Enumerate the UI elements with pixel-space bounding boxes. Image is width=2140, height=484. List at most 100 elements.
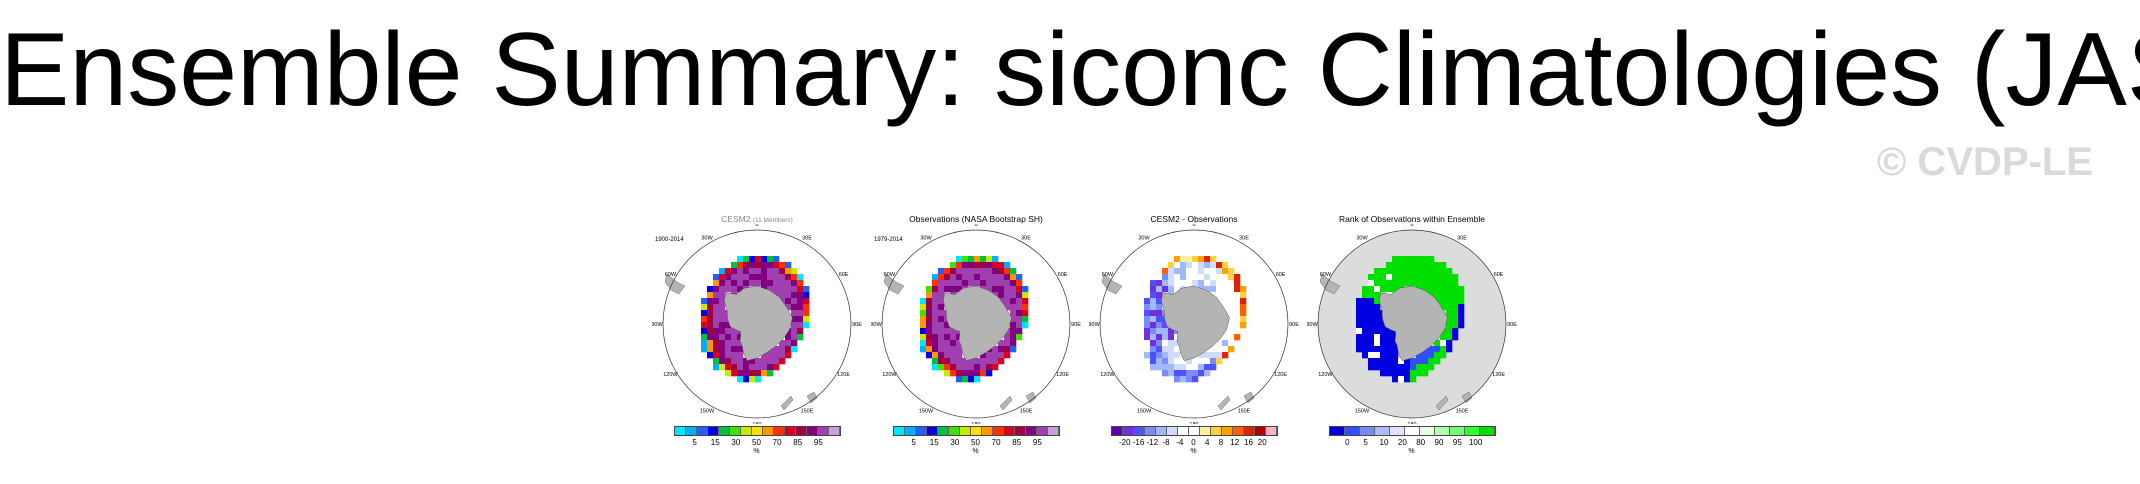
ice-cell <box>791 274 798 281</box>
ice-cell <box>1362 322 1369 329</box>
ice-cell <box>803 292 810 299</box>
ice-cell <box>1446 328 1453 335</box>
colorbar-swatch <box>938 427 949 435</box>
colorbar-swatch <box>1004 427 1015 435</box>
ice-cell <box>719 304 726 311</box>
ice-cell <box>1398 370 1405 377</box>
ice-cell <box>1016 322 1023 329</box>
longitude-label: 120W <box>1100 372 1115 378</box>
ice-cell <box>1452 274 1459 281</box>
colorbar-tick-label: 0 <box>1345 438 1350 447</box>
ice-cell <box>1368 280 1375 287</box>
ice-cell <box>1156 328 1163 335</box>
south-america-tip <box>1101 273 1123 295</box>
ice-cell <box>1022 298 1029 305</box>
ice-cell <box>755 370 762 377</box>
ice-cell <box>1386 274 1393 281</box>
ice-cell <box>1180 280 1187 287</box>
longitude-label: 60E <box>1494 272 1504 278</box>
ice-cell <box>1386 358 1393 365</box>
ice-cell <box>944 280 951 287</box>
ice-cell <box>920 316 927 323</box>
ice-cell <box>1010 316 1017 323</box>
ice-cell <box>1210 346 1217 353</box>
ice-cell <box>791 310 798 317</box>
ice-cell <box>749 280 756 287</box>
ice-cell <box>1204 286 1211 293</box>
ice-cell <box>998 268 1005 275</box>
longitude-label: 180 <box>752 422 761 424</box>
ice-cell <box>1198 370 1205 377</box>
ice-cell <box>1440 280 1447 287</box>
colorbar-swatch <box>949 427 960 435</box>
ice-cell <box>1446 286 1453 293</box>
ice-cell <box>737 256 744 263</box>
ice-cell <box>1204 352 1211 359</box>
ice-cell <box>1392 340 1399 347</box>
ice-cell <box>926 322 933 329</box>
figure-title: Ensemble Summary: siconc Climatologies (… <box>0 12 2140 128</box>
ice-cell <box>1380 358 1387 365</box>
ice-cell <box>1168 268 1175 275</box>
colorbar-swatch <box>1360 427 1375 435</box>
ice-cell <box>773 286 780 293</box>
ice-cell <box>1004 346 1011 353</box>
ice-cell <box>926 316 933 323</box>
ice-cell <box>1174 286 1181 293</box>
ice-cell <box>1368 352 1375 359</box>
ice-cell <box>785 268 792 275</box>
ice-cell <box>1374 292 1381 299</box>
ice-cell <box>1410 358 1417 365</box>
ice-cell <box>1168 346 1175 353</box>
ice-cell <box>713 346 720 353</box>
ice-cell <box>968 268 975 275</box>
ice-cell <box>803 304 810 311</box>
ice-cell <box>998 280 1005 287</box>
longitude-label: 180 <box>1189 422 1198 424</box>
ice-cell <box>932 334 939 341</box>
ice-cell <box>962 268 969 275</box>
south-america-tip <box>1319 273 1341 295</box>
colorbar-swatch <box>1405 427 1420 435</box>
ice-cell <box>1162 346 1169 353</box>
ice-cell <box>1138 334 1145 341</box>
ice-cell <box>998 352 1005 359</box>
ice-cell <box>713 286 720 293</box>
ice-cell <box>1156 310 1163 317</box>
longitude-label: 120E <box>1274 372 1287 378</box>
ice-cell <box>1422 280 1429 287</box>
ice-cell <box>1356 304 1363 311</box>
ice-cell <box>938 334 945 341</box>
ice-cell <box>1458 292 1465 299</box>
ice-cell <box>1410 370 1417 377</box>
ice-cell <box>1434 340 1441 347</box>
ice-cell <box>1374 352 1381 359</box>
ice-cell <box>1234 280 1241 287</box>
colorbar-swatch <box>675 427 686 435</box>
panel-observations: Observations (NASA Bootstrap SH) 1979-20… <box>871 210 1081 480</box>
colorbar-swatch <box>763 427 774 435</box>
ice-cell <box>725 274 732 281</box>
ice-cell <box>1010 334 1017 341</box>
ice-cell <box>1392 274 1399 281</box>
ice-cell <box>1174 370 1181 377</box>
ice-cell <box>1368 358 1375 365</box>
ice-cell <box>1186 280 1193 287</box>
longitude-label: 90W <box>1089 322 1100 328</box>
colorbar-swatch <box>697 427 708 435</box>
ice-cell <box>749 376 756 383</box>
longitude-label: 90E <box>852 322 862 328</box>
ice-cell <box>1392 358 1399 365</box>
colorbar-swatch <box>1026 427 1037 435</box>
ice-cell <box>1010 346 1017 353</box>
ice-cell <box>1234 292 1241 299</box>
ice-cell <box>707 328 714 335</box>
ice-cell <box>1404 364 1411 371</box>
ice-cell <box>713 340 720 347</box>
colorbar-ticks: -20 -16 -12 -8 -4 0 4 8 12 16 20 <box>1111 438 1276 448</box>
colorbar-swatch <box>1345 427 1360 435</box>
ice-cell <box>1210 274 1217 281</box>
ice-cell <box>1010 322 1017 329</box>
ice-cell <box>1228 280 1235 287</box>
ice-cell <box>707 340 714 347</box>
